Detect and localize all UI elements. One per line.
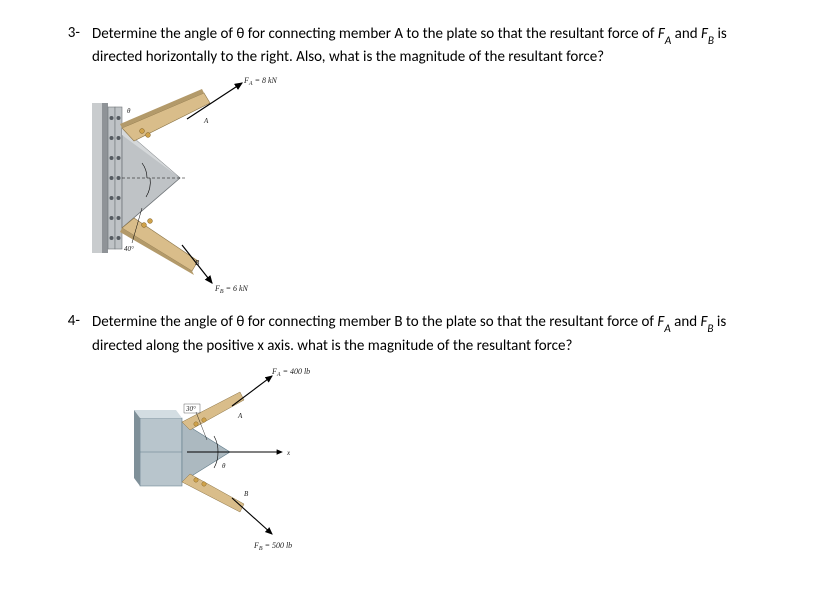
text: Determine the angle of θ for connecting … — [92, 25, 658, 43]
x-label: x — [286, 449, 291, 457]
theta-label: θ — [222, 462, 226, 470]
problem-4: 4- Determine the angle of θ for connecti… — [50, 312, 764, 557]
problem-statement: Determine the angle of θ for connecting … — [92, 24, 764, 67]
var-FB: FB — [700, 313, 713, 331]
text: Determine the angle of θ for connecting … — [92, 313, 657, 331]
FB-label: FB = 6 kN — [214, 284, 249, 295]
figure-4-svg: x 30° θ FA = 400 lb FB = 500 lb A B — [132, 362, 332, 552]
problem-body: Determine the angle of θ for connecting … — [92, 312, 764, 557]
problem-statement: Determine the angle of θ for connecting … — [92, 312, 764, 355]
label-B: B — [244, 490, 249, 498]
label-A: A — [203, 117, 209, 125]
angle-40: 40° — [124, 245, 134, 253]
label-A: A — [237, 412, 243, 420]
text: and — [671, 313, 701, 331]
FA-label: FA = 400 lb — [271, 367, 310, 378]
theta-label: θ — [127, 107, 131, 115]
figure-3: θ 40° FA = 8 kN FB = 6 kN A B — [92, 73, 764, 298]
problem-number: 3- — [50, 24, 92, 42]
problem-3: 3- Determine the angle of θ for connecti… — [50, 24, 764, 304]
var-FA: FA — [658, 25, 671, 43]
FA-label: FA = 8 kN — [243, 76, 278, 87]
angle-30: 30° — [185, 405, 196, 413]
problem-body: Determine the angle of θ for connecting … — [92, 24, 764, 304]
figure-4: x 30° θ FA = 400 lb FB = 500 lb A B — [132, 362, 764, 552]
figure-3-svg: θ 40° FA = 8 kN FB = 6 kN A B — [92, 73, 302, 298]
FB-label: FB = 500 lb — [253, 541, 292, 552]
problem-number: 4- — [50, 312, 92, 330]
var-FB: FB — [701, 25, 714, 43]
label-B: B — [195, 259, 200, 267]
var-FA: FA — [657, 313, 670, 331]
text: and — [671, 25, 701, 43]
